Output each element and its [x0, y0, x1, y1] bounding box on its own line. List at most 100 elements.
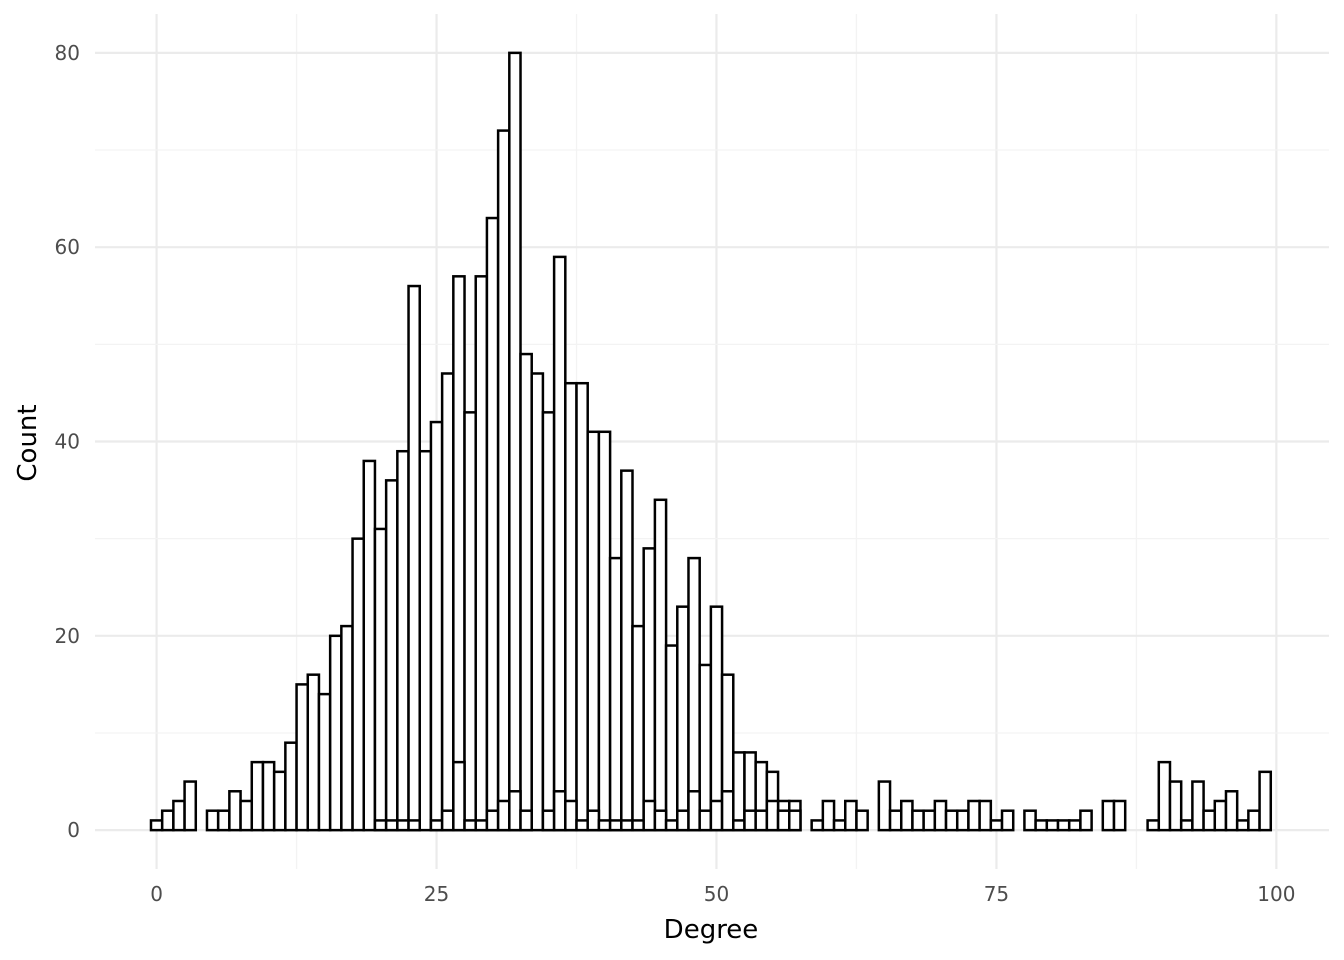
- histogram-bar: [899, 799, 914, 832]
- histogram-bar: [362, 459, 377, 832]
- histogram-bar: [1191, 780, 1205, 832]
- histogram-bar: [698, 809, 713, 832]
- histogram-bar: [944, 809, 959, 832]
- histogram-bar: [732, 751, 746, 832]
- histogram-bar: [149, 819, 164, 832]
- histogram-bar: [407, 819, 421, 832]
- y-tick-label: 60: [55, 235, 80, 259]
- histogram-bar: [373, 527, 388, 832]
- histogram-bar: [261, 760, 276, 832]
- histogram-bar: [978, 799, 993, 832]
- x-tick-label: 50: [704, 882, 729, 906]
- histogram-bar: [989, 819, 1004, 832]
- histogram-bar: [373, 819, 388, 832]
- histogram-bar: [541, 809, 556, 832]
- histogram-bar: [810, 819, 825, 832]
- histogram-bar: [743, 809, 757, 832]
- histogram-bar: [328, 634, 343, 832]
- y-tick-label: 0: [67, 818, 80, 842]
- histogram-bar: [776, 809, 791, 832]
- histogram-bar: [440, 372, 455, 832]
- histogram-bar: [295, 683, 310, 832]
- x-axis-title: Degree: [664, 915, 759, 945]
- histogram-bar: [676, 809, 690, 832]
- histogram-bar: [429, 420, 444, 832]
- histogram-bar: [284, 741, 298, 832]
- x-tick-label: 100: [1257, 882, 1295, 906]
- histogram-bar: [888, 809, 903, 832]
- histogram-bar: [485, 809, 500, 832]
- histogram-bar: [709, 605, 724, 832]
- histogram-bar: [564, 799, 578, 832]
- histogram-bar: [1168, 780, 1183, 832]
- histogram-bar: [642, 547, 657, 832]
- y-tick-label: 80: [55, 41, 80, 65]
- histogram-bar: [552, 790, 567, 832]
- histogram-bar: [1224, 790, 1239, 832]
- histogram-bar: [732, 819, 746, 832]
- histogram-bar: [933, 799, 948, 832]
- histogram-bar: [586, 430, 601, 832]
- histogram-bar: [967, 799, 981, 832]
- histogram-bar: [564, 381, 578, 832]
- y-tick-label: 40: [55, 430, 80, 454]
- histogram-bar: [530, 372, 545, 832]
- histogram-bar: [821, 799, 836, 832]
- histogram-bar: [620, 469, 634, 832]
- histogram-bar: [519, 809, 533, 832]
- y-axis-tick-labels: 0 20 40 60 80: [55, 41, 80, 842]
- histogram-bar: [418, 449, 433, 832]
- histogram-bar: [172, 799, 186, 832]
- histogram-bar: [429, 819, 444, 832]
- x-tick-label: 25: [424, 882, 449, 906]
- histogram-bar: [620, 819, 634, 832]
- histogram-bar: [788, 809, 802, 832]
- histogram-bar: [474, 275, 489, 832]
- histogram-bar: [508, 790, 522, 832]
- histogram-bar: [250, 760, 265, 832]
- histogram-bar: [463, 819, 477, 832]
- histogram-bar: [463, 411, 477, 832]
- histogram-bar: [1056, 819, 1071, 832]
- histogram-bar: [631, 624, 645, 832]
- histogram-bar: [340, 624, 354, 832]
- histogram-bar: [754, 809, 769, 832]
- histogram-bar: [1067, 819, 1082, 832]
- histogram-bar: [1000, 809, 1015, 832]
- histogram-bar: [306, 673, 321, 832]
- histogram-bar: [1202, 809, 1217, 832]
- histogram-bar: [1023, 809, 1037, 832]
- histogram-bar: [911, 809, 925, 832]
- histogram-bar: [765, 799, 780, 832]
- histogram-bar: [1112, 799, 1127, 832]
- histogram-bar: [508, 51, 522, 832]
- histogram-bar: [205, 809, 220, 832]
- x-tick-label: 0: [150, 882, 163, 906]
- histogram-bar: [160, 809, 175, 832]
- histogram-bar: [1179, 819, 1194, 832]
- histogram-bar: [1146, 819, 1161, 832]
- histogram-bar: [664, 644, 679, 832]
- histogram-bar: [407, 284, 421, 832]
- histogram-bar: [1213, 799, 1228, 832]
- histogram-bar: [183, 780, 198, 832]
- histogram-bar: [384, 819, 399, 832]
- histogram-bar: [1235, 819, 1250, 832]
- histogram-bar: [608, 819, 623, 832]
- histogram-bar: [1101, 799, 1116, 832]
- histogram-bar: [440, 809, 455, 832]
- histogram-bars: [149, 51, 1273, 832]
- x-axis-tick-labels: 0 25 50 75 100: [150, 882, 1295, 906]
- histogram-bar: [519, 352, 533, 832]
- histogram-bar: [1034, 819, 1049, 832]
- histogram-bar: [586, 809, 601, 832]
- histogram-bar: [955, 809, 970, 832]
- histogram-bar: [832, 819, 847, 832]
- histogram-bar: [597, 430, 612, 832]
- histogram-bar: [496, 129, 511, 832]
- histogram-bar: [687, 556, 701, 832]
- histogram-bar: [552, 255, 567, 832]
- histogram-bar: [351, 537, 365, 832]
- histogram-bar: [642, 799, 657, 832]
